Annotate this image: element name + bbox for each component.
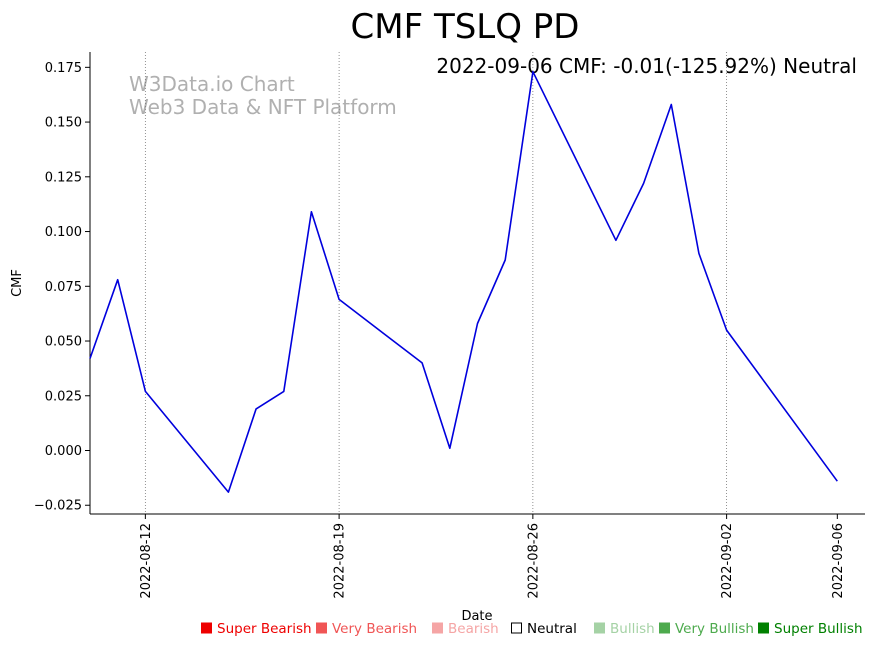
legend-swatch <box>201 622 212 634</box>
series-layer <box>89 70 838 493</box>
legend-item: Super Bullish <box>758 621 863 637</box>
x-tick-label: 2022-08-26 <box>526 523 541 599</box>
legend-item: Very Bearish <box>316 621 417 637</box>
legend-item: Bullish <box>594 621 655 637</box>
legend-item: Super Bearish <box>201 621 312 637</box>
legend-swatch <box>659 622 670 634</box>
cmf-point <box>642 182 644 184</box>
watermark-line-1: W3Data.io Chart <box>129 72 295 96</box>
legend-item: Neutral <box>511 621 577 637</box>
axes <box>89 52 865 515</box>
y-tick-label: −0.025 <box>34 499 82 514</box>
x-tick-label: 2022-09-02 <box>720 523 735 599</box>
legend-item: Bearish <box>432 621 499 637</box>
legend-label: Very Bullish <box>675 621 754 637</box>
legend-label: Very Bearish <box>332 621 417 637</box>
cmf-point <box>698 252 700 254</box>
legend-label: Super Bullish <box>774 621 863 637</box>
cmf-point <box>476 322 478 324</box>
sentiment-legend: Super Bearish Very Bearish Bearish Neutral B… <box>201 621 863 637</box>
y-tick-label: 0.025 <box>45 389 82 404</box>
legend-swatch <box>758 622 769 634</box>
x-tick-label: 2022-08-19 <box>333 523 348 599</box>
legend-item: Very Bullish <box>659 621 754 637</box>
y-tick-label: 0.125 <box>45 170 82 185</box>
info-readout: 2022-09-06 CMF: -0.01(-125.92%) Neutral <box>436 54 857 78</box>
x-tick-label: 2022-09-06 <box>831 523 846 599</box>
legend-swatch <box>594 622 605 634</box>
legend-label: Bullish <box>610 621 655 637</box>
x-axis-label: Date <box>461 609 492 624</box>
legend-label: Bearish <box>448 621 499 637</box>
cmf-point <box>89 357 91 359</box>
cmf-point <box>255 408 257 410</box>
cmf-point <box>449 447 451 449</box>
cmf-point <box>227 491 229 493</box>
legend-swatch <box>432 622 443 634</box>
cmf-point <box>338 298 340 300</box>
cmf-point <box>283 390 285 392</box>
legend-swatch <box>316 622 327 634</box>
y-axis-label: CMF <box>10 269 25 297</box>
y-ticks: −0.025 0.000 0.025 0.050 0.075 0.100 0.125 0.15… <box>34 61 90 514</box>
cmf-point <box>670 103 672 105</box>
legend-label: Super Bearish <box>217 621 312 637</box>
y-tick-label: 0.050 <box>45 335 82 350</box>
watermark-line-2: Web3 Data & NFT Platform <box>129 95 397 119</box>
date-gridlines <box>144 52 728 514</box>
cmf-point <box>421 362 423 364</box>
legend-label: Neutral <box>527 621 577 637</box>
chart-title: CMF TSLQ PD <box>351 7 580 47</box>
cmf-point <box>532 71 534 73</box>
y-tick-label: 0.150 <box>45 116 82 131</box>
y-tick-label: 0.175 <box>45 61 82 76</box>
x-tick-label: 2022-08-12 <box>139 523 154 599</box>
cmf-point <box>836 480 838 482</box>
cmf-point <box>144 390 146 392</box>
cmf-point <box>116 279 118 281</box>
legend-swatch <box>511 622 522 634</box>
cmf-point <box>310 211 312 213</box>
cmf-point <box>725 329 727 331</box>
cmf-series-line <box>89 70 838 493</box>
x-ticks: 2022-08-12 2022-08-19 2022-08-26 2022-09-02… <box>139 514 846 599</box>
cmf-point <box>504 259 506 261</box>
cmf-point <box>615 239 617 241</box>
y-tick-label: 0.000 <box>45 444 82 459</box>
y-tick-label: 0.100 <box>45 225 82 240</box>
y-tick-label: 0.075 <box>45 280 82 295</box>
